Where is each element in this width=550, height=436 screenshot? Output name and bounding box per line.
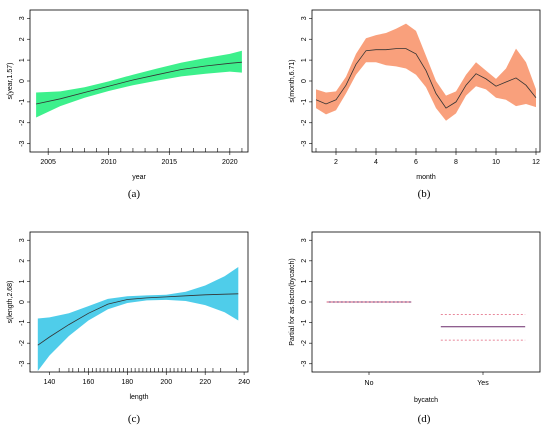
y-tick-label: 3	[19, 16, 26, 20]
y-tick-label: -1	[301, 319, 308, 325]
x-tick-label: 2015	[161, 159, 177, 166]
panel-label: (d)	[418, 413, 431, 425]
y-axis-label: s(month,6.71)	[289, 59, 296, 102]
x-tick-label: 4	[374, 159, 378, 166]
y-tick-label: -2	[19, 340, 26, 346]
y-tick-label: 0	[301, 79, 308, 83]
y-tick-label: -1	[19, 319, 26, 325]
panel-label: (a)	[128, 188, 141, 200]
y-axis-label: Partial for as.factor(bycatch)	[289, 258, 296, 346]
y-tick-label: 2	[19, 37, 26, 41]
y-tick-label: -3	[301, 361, 308, 367]
confidence-band	[37, 267, 239, 371]
y-tick-label: -3	[301, 140, 308, 146]
x-tick-label: 2005	[40, 159, 56, 166]
x-axis-label: length	[129, 394, 148, 401]
panel-d: No Yes -3 -2 -1 0 1 2 3 bycatch Partial for as.fac…	[289, 231, 541, 425]
confidence-band	[316, 23, 536, 121]
fit-line	[315, 48, 537, 109]
y-axis-label: s(length,2.68)	[7, 281, 14, 324]
y-tick-label: -3	[19, 361, 26, 367]
y-tick-label: 2	[301, 259, 308, 263]
y-tick-label: 0	[19, 79, 26, 83]
x-tick-label: 10	[492, 159, 500, 166]
y-tick-label: 1	[19, 279, 26, 283]
x-tick-label: 8	[454, 159, 458, 166]
panel-c: 140 160 180 200 220 240 -3 -2 -1 0 1 2 3 length s(leng…	[7, 231, 250, 425]
x-tick-label: 180	[121, 379, 133, 386]
x-tick-label: 12	[532, 159, 540, 166]
y-tick-label: -2	[301, 120, 308, 126]
x-tick-label: 200	[160, 379, 172, 386]
x-axis-label: month	[416, 174, 436, 181]
y-tick-label: 2	[301, 37, 308, 41]
x-tick-label: 6	[414, 159, 418, 166]
y-tick-label: -1	[19, 99, 26, 105]
panel-label: (c)	[128, 413, 141, 425]
fit-line	[37, 293, 239, 346]
x-tick-label: Yes	[477, 380, 489, 387]
y-axis-label: s(year,1.57)	[7, 63, 14, 100]
x-axis-label: year	[132, 174, 146, 181]
panel-label: (b)	[418, 188, 431, 200]
x-tick-label: 2	[334, 159, 338, 166]
x-axis-label: bycatch	[414, 397, 438, 404]
y-tick-label: 3	[19, 238, 26, 242]
y-tick-label: -1	[301, 99, 308, 105]
y-tick-label: 1	[301, 58, 308, 62]
y-tick-label: -2	[301, 340, 308, 346]
y-tick-label: 1	[301, 279, 308, 283]
y-tick-label: -2	[19, 120, 26, 126]
y-tick-label: 3	[301, 238, 308, 242]
fit-line	[36, 61, 242, 105]
y-tick-label: 0	[301, 300, 308, 304]
y-tick-label: -3	[19, 140, 26, 146]
x-tick-label: 2010	[101, 159, 117, 166]
y-tick-label: 2	[19, 259, 26, 263]
y-tick-label: 3	[301, 16, 308, 20]
x-tick-label: No	[365, 380, 374, 387]
panel-a: 2005 2010 2015 2020 -3 -2 -1 0 1 2 3 year s(year,1.5…	[7, 9, 249, 200]
x-tick-label: 2020	[222, 159, 238, 166]
x-tick-label: 240	[238, 379, 250, 386]
x-tick-label: 140	[44, 379, 56, 386]
x-tick-label: 160	[83, 379, 95, 386]
confidence-band	[36, 50, 242, 118]
y-tick-label: 0	[19, 300, 26, 304]
x-tick-label: 220	[199, 379, 211, 386]
y-tick-label: 1	[19, 58, 26, 62]
